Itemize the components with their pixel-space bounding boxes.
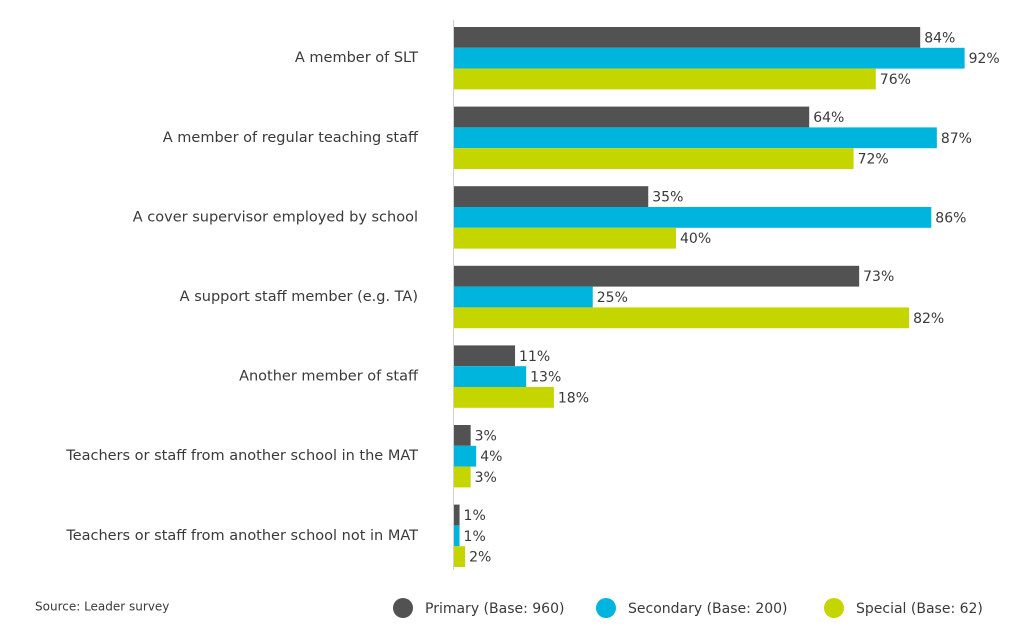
legend-marker [824,598,844,618]
bar [454,445,477,467]
legend-label: Primary (Base: 960) [425,601,564,617]
bar [454,425,471,446]
value-label: 13% [530,370,561,386]
legend-label: Special (Base: 62) [856,601,983,617]
bar [454,286,593,308]
value-label: 73% [863,269,894,285]
category-label: A member of regular teaching staff [163,130,419,146]
value-label: 72% [858,152,889,168]
source: Source: Leader survey [35,600,169,614]
value-label: 92% [969,51,1000,67]
value-label: 1% [464,529,486,545]
category-label: A cover supervisor employed by school [133,209,418,225]
value-label: 4% [480,449,502,465]
bar [454,504,460,526]
category-label: A support staff member (e.g. TA) [180,289,418,305]
value-label: 25% [597,290,628,306]
legend-label: Secondary (Base: 200) [628,601,788,617]
value-label: 2% [469,550,491,566]
value-label: 84% [924,30,955,46]
value-label: 3% [475,470,497,486]
bar [454,265,860,287]
value-label: 86% [935,210,966,226]
value-label: 18% [558,390,589,406]
value-label: 40% [680,231,711,247]
legend-marker [596,598,616,618]
bar [454,27,921,48]
bar [454,387,554,408]
bar [454,345,516,367]
bar [454,127,937,149]
category-label: Teachers or staff from another school in… [65,448,418,464]
value-label: 1% [464,508,486,524]
value-label: 35% [652,190,683,206]
category-label: Another member of staff [239,369,419,385]
bar [454,207,932,228]
bar [454,466,471,488]
value-label: 64% [813,110,844,126]
legend-marker [393,598,413,618]
bar [454,68,876,90]
bar [454,525,460,547]
value-label: 82% [913,311,944,327]
bar [454,366,527,387]
bar [454,148,854,169]
bar [454,227,676,249]
value-label: 87% [941,131,972,147]
bar [454,546,466,567]
value-label: 3% [475,428,497,444]
bar [454,106,810,128]
value-label: 11% [519,349,550,365]
category-label: A member of SLT [295,50,418,66]
category-label: Teachers or staff from another school no… [65,528,418,544]
bar [454,47,965,69]
value-label: 76% [880,72,911,88]
bar [454,186,649,207]
bar [454,307,910,329]
